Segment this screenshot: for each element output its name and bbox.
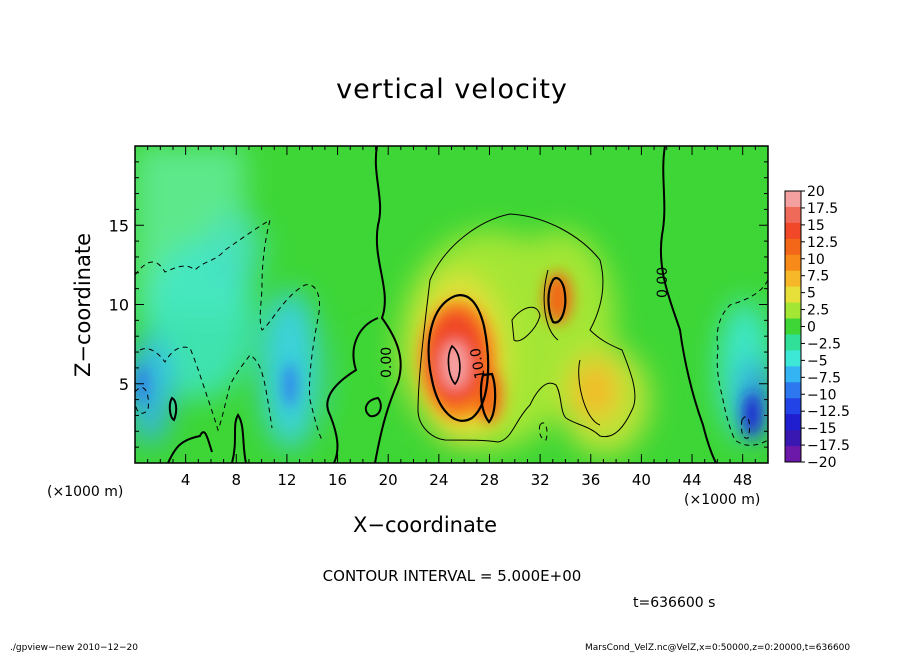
x-tick-label: 28 <box>480 471 499 489</box>
x-tick-label: 48 <box>733 471 752 489</box>
footer-source: MarsCond_VelZ.nc@VelZ,x=0:50000,z=0:2000… <box>585 643 851 653</box>
x-tick-label: 16 <box>328 471 347 489</box>
colorbar-swatch <box>785 318 801 335</box>
contour-label-zero-right: 0.00 <box>655 267 671 298</box>
x-tick-label: 8 <box>232 471 242 489</box>
contour-interval-text: CONTOUR INTERVAL = 5.000E+00 <box>322 567 582 585</box>
x-unit-label-left: (×1000 m) <box>47 484 124 500</box>
colorbar-label: 0 <box>807 320 816 336</box>
contour-labels: 0.00 10.0 0.00 <box>379 267 671 380</box>
chart-title: vertical velocity <box>336 74 568 105</box>
x-tick-label: 40 <box>632 471 651 489</box>
colorbar-label: −7.5 <box>807 370 841 386</box>
colorbar-label: 2.5 <box>807 303 829 319</box>
y-axis-label: Z−coordinate <box>71 233 95 377</box>
colorbar-label: 5 <box>807 286 816 302</box>
colorbar: 2017.51512.5107.552.50−2.5−5−7.5−10−12.5… <box>784 184 850 471</box>
colorbar-swatch <box>785 222 801 240</box>
colorbar-swatch <box>785 398 801 415</box>
y-tick-label: 10 <box>109 296 129 315</box>
x-tick-label: 44 <box>682 471 701 489</box>
x-tick-label: 32 <box>531 471 550 489</box>
contour-label-ten: 10.0 <box>468 347 489 380</box>
x-tick-label: 12 <box>277 471 296 489</box>
colorbar-label: −17.5 <box>807 438 850 454</box>
colorbar-swatch <box>785 302 801 320</box>
x-tick-label: 24 <box>429 471 448 489</box>
x-tick-label: 36 <box>581 471 600 489</box>
time-stamp: t=636600 s <box>633 595 716 611</box>
colorbar-label: −5 <box>807 353 828 369</box>
colorbar-label: 12.5 <box>807 235 838 251</box>
colorbar-swatch <box>785 414 801 431</box>
colorbar-label: −2.5 <box>807 336 841 352</box>
colorbar-label: 10 <box>807 252 825 268</box>
footer-program: ./gpview−new 2010−12−20 <box>10 643 138 653</box>
y-axis-ticks: 5 10 15 <box>109 161 768 448</box>
colorbar-swatch <box>785 334 801 351</box>
colorbar-label: −12.5 <box>807 404 850 420</box>
colorbar-swatch <box>785 238 801 256</box>
colorbar-label: 17.5 <box>807 201 838 217</box>
colorbar-label: 7.5 <box>807 269 829 285</box>
x-axis-ticks: 4 8 12 16 20 24 28 32 36 40 44 48 <box>147 146 756 489</box>
x-tick-label: 20 <box>379 471 398 489</box>
x-axis-label: X−coordinate <box>353 513 497 537</box>
colorbar-swatch <box>785 286 801 304</box>
colorbar-swatch <box>785 366 801 383</box>
colorbar-swatch <box>785 270 801 288</box>
heatmap-field <box>135 146 768 463</box>
x-tick-label: 4 <box>181 471 191 489</box>
colorbar-swatch <box>785 254 801 272</box>
colorbar-label: −15 <box>807 421 837 437</box>
colorbar-swatch <box>785 430 801 447</box>
colorbar-swatch <box>785 382 801 399</box>
colorbar-swatch <box>785 206 801 224</box>
colorbar-swatch <box>785 446 801 463</box>
colorbar-label: 20 <box>807 184 825 200</box>
y-tick-label: 5 <box>119 375 129 394</box>
x-unit-label-right: (×1000 m) <box>684 492 761 508</box>
colorbar-swatch <box>785 350 801 367</box>
colorbar-label: −10 <box>807 387 837 403</box>
y-tick-label: 15 <box>109 216 129 235</box>
colorbar-swatch <box>785 191 801 208</box>
colorbar-label: 15 <box>807 218 825 234</box>
contour-label-zero-left: 0.00 <box>379 347 395 378</box>
colorbar-label: −20 <box>807 455 837 471</box>
